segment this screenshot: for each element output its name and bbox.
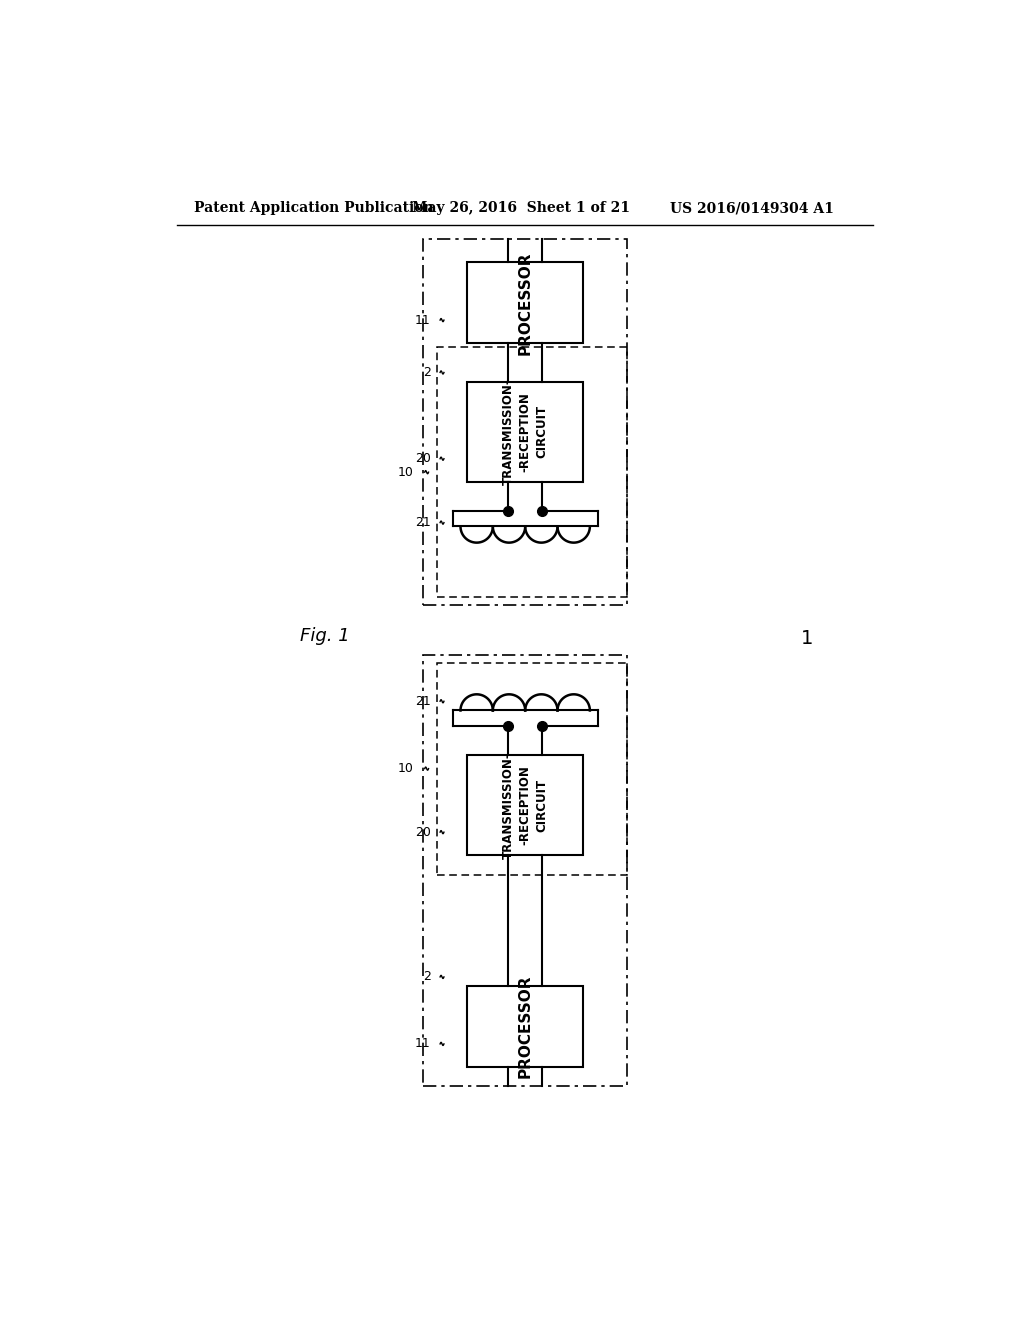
Bar <box>423 239 628 605</box>
Text: 20: 20 <box>415 453 431 465</box>
Text: 1: 1 <box>801 630 813 648</box>
Text: 10: 10 <box>398 466 414 479</box>
Bar <box>423 655 628 1086</box>
Bar <box>467 755 583 855</box>
Text: 10: 10 <box>398 762 414 775</box>
Bar <box>467 381 583 482</box>
Text: 11: 11 <box>415 1038 431 1051</box>
Text: 21: 21 <box>415 694 431 708</box>
Text: TRANSMISSION-
-RECEPTION
CIRCUIT: TRANSMISSION- -RECEPTION CIRCUIT <box>502 379 549 486</box>
Text: Fig. 1: Fig. 1 <box>300 627 350 644</box>
Text: TRANSMISSION-
-RECEPTION
CIRCUIT: TRANSMISSION- -RECEPTION CIRCUIT <box>502 752 549 858</box>
Text: Patent Application Publication: Patent Application Publication <box>194 202 433 215</box>
Text: PROCESSOR: PROCESSOR <box>518 251 532 355</box>
Bar <box>467 986 583 1067</box>
Text: May 26, 2016  Sheet 1 of 21: May 26, 2016 Sheet 1 of 21 <box>412 202 630 215</box>
Bar <box>437 347 628 598</box>
Text: 2: 2 <box>423 366 431 379</box>
Text: PROCESSOR: PROCESSOR <box>518 975 532 1078</box>
Bar <box>437 663 628 875</box>
Text: US 2016/0149304 A1: US 2016/0149304 A1 <box>670 202 834 215</box>
Text: 11: 11 <box>415 314 431 326</box>
Text: 21: 21 <box>415 516 431 529</box>
Text: 2: 2 <box>423 970 431 983</box>
Bar <box>467 263 583 343</box>
Text: 20: 20 <box>415 825 431 838</box>
